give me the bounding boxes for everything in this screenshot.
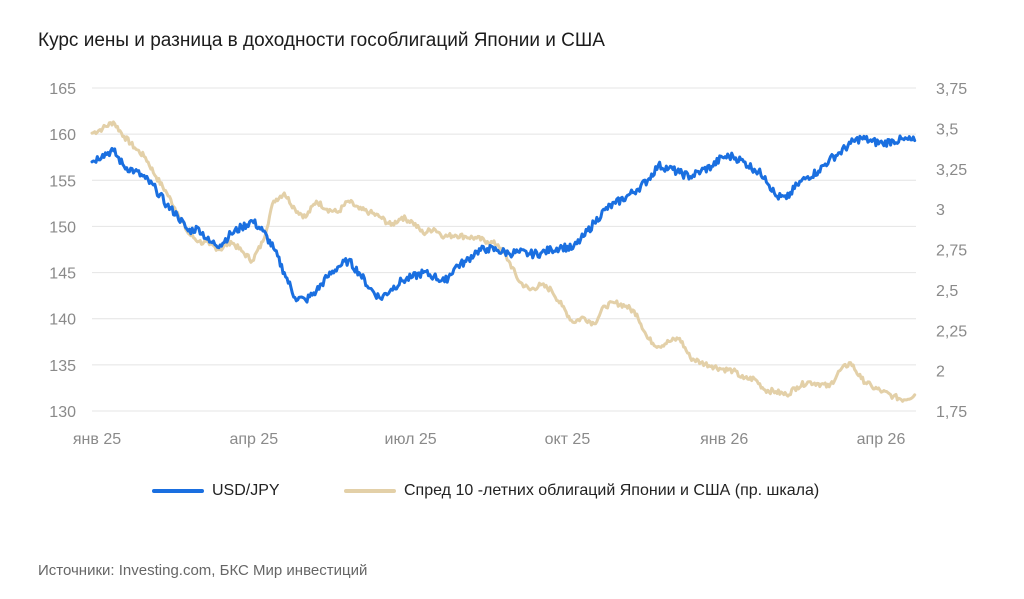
series-line-usdjpy <box>90 134 917 304</box>
legend-item-spread: Спред 10 -летних облигаций Японии и США … <box>344 482 819 500</box>
right-tick-label: 2,5 <box>936 283 958 300</box>
right-tick-label: 2,75 <box>936 243 967 260</box>
left-axis-ticks: 165 160 155 150 145 140 135 130 <box>49 81 76 421</box>
right-axis-ticks: 3,75 3,5 3,25 3 2,75 2,5 2,25 2 1,75 <box>936 81 967 421</box>
source-note: Источники: Investing.com, БКС Мир инвест… <box>38 562 368 579</box>
x-axis-ticks: янв 25 апр 25 июл 25 окт 25 янв 26 апр 26 <box>73 431 906 448</box>
chart-title: Курс иены и разница в доходности гособли… <box>38 30 605 51</box>
left-tick-label: 135 <box>49 358 76 375</box>
series-line-spread <box>90 120 917 403</box>
x-tick-label: апр 26 <box>857 431 906 448</box>
left-tick-label: 150 <box>49 219 76 236</box>
x-tick-label: окт 25 <box>545 431 591 448</box>
right-tick-label: 1,75 <box>936 404 967 421</box>
legend-swatch-usdjpy <box>152 489 204 493</box>
grid-lines <box>92 87 916 412</box>
x-tick-label: янв 25 <box>73 431 121 448</box>
right-tick-label: 3,75 <box>936 81 967 98</box>
left-tick-label: 140 <box>49 312 76 329</box>
x-tick-label: июл 25 <box>385 431 437 448</box>
legend-label-usdjpy: USD/JPY <box>212 482 280 499</box>
x-tick-label: янв 26 <box>700 431 748 448</box>
legend-label-spread: Спред 10 -летних облигаций Японии и США … <box>404 482 820 499</box>
chart-legend: USD/JPY Спред 10 -летних облигаций Япони… <box>0 482 1024 504</box>
left-tick-label: 145 <box>49 266 76 283</box>
right-tick-label: 3 <box>936 202 945 219</box>
right-tick-label: 3,25 <box>936 162 967 179</box>
left-tick-label: 160 <box>49 127 76 144</box>
series-layer <box>90 120 917 403</box>
right-tick-label: 2 <box>936 364 945 381</box>
left-tick-label: 130 <box>49 404 76 421</box>
right-tick-label: 2,25 <box>936 323 967 340</box>
legend-swatch-spread <box>344 489 396 493</box>
x-tick-label: апр 25 <box>229 431 278 448</box>
right-tick-label: 3,5 <box>936 121 958 138</box>
left-tick-label: 165 <box>49 81 76 98</box>
left-tick-label: 155 <box>49 173 76 190</box>
legend-item-usdjpy: USD/JPY <box>152 482 280 500</box>
